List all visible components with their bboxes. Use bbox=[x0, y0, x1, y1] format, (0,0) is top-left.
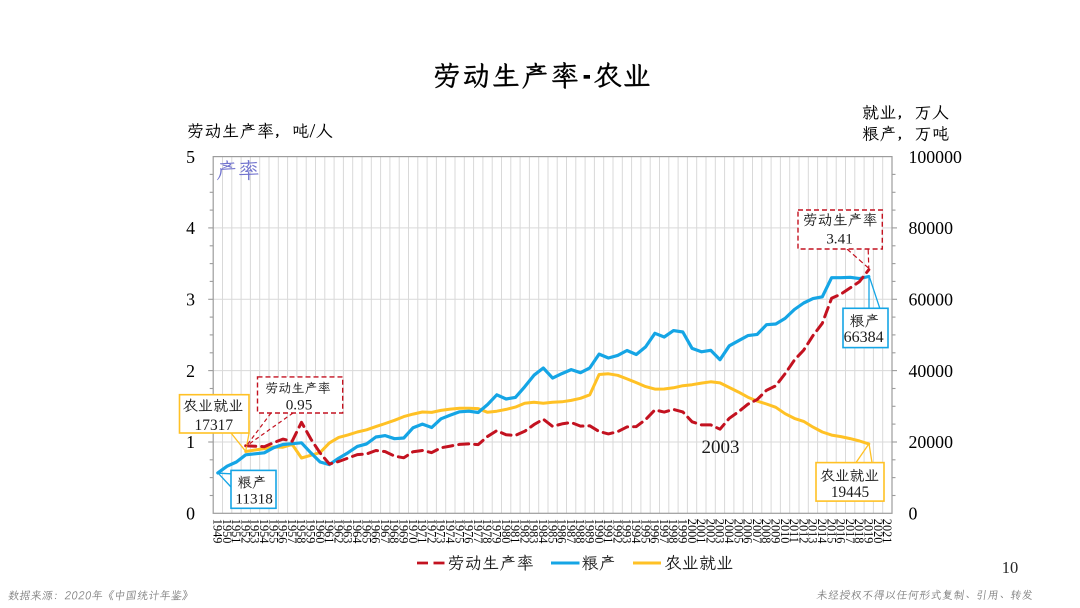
svg-text:2003: 2003 bbox=[713, 519, 727, 544]
svg-text:1950: 1950 bbox=[220, 519, 234, 544]
svg-text:2001: 2001 bbox=[694, 519, 708, 544]
svg-text:1964: 1964 bbox=[350, 519, 364, 544]
svg-text:0.95: 0.95 bbox=[286, 396, 313, 413]
svg-text:1969: 1969 bbox=[397, 519, 411, 544]
svg-text:2014: 2014 bbox=[815, 519, 829, 544]
svg-text:4: 4 bbox=[186, 218, 195, 238]
svg-text:1979: 1979 bbox=[490, 519, 504, 544]
svg-text:1985: 1985 bbox=[545, 519, 559, 544]
svg-text:1992: 1992 bbox=[610, 519, 624, 544]
svg-text:1986: 1986 bbox=[555, 519, 569, 544]
svg-text:2019: 2019 bbox=[862, 519, 876, 544]
svg-text:1970: 1970 bbox=[406, 519, 420, 544]
svg-text:19445: 19445 bbox=[831, 484, 870, 501]
svg-text:1993: 1993 bbox=[620, 519, 634, 544]
svg-text:1988: 1988 bbox=[573, 519, 587, 544]
svg-text:66384: 66384 bbox=[844, 329, 884, 346]
svg-text:1989: 1989 bbox=[583, 519, 597, 544]
svg-text:1962: 1962 bbox=[331, 519, 345, 544]
svg-text:1963: 1963 bbox=[341, 519, 355, 544]
svg-text:1966: 1966 bbox=[369, 519, 383, 544]
svg-text:1955: 1955 bbox=[266, 519, 280, 544]
svg-text:1976: 1976 bbox=[462, 519, 476, 544]
svg-text:0: 0 bbox=[186, 504, 195, 524]
svg-text:2002: 2002 bbox=[703, 519, 717, 544]
svg-text:100000: 100000 bbox=[909, 147, 962, 167]
svg-text:1971: 1971 bbox=[415, 519, 429, 544]
svg-text:1991: 1991 bbox=[601, 519, 615, 544]
svg-text:2003: 2003 bbox=[702, 437, 740, 458]
svg-text:1996: 1996 bbox=[648, 519, 662, 544]
svg-text:2013: 2013 bbox=[806, 519, 820, 544]
svg-text:10: 10 bbox=[1002, 558, 1019, 577]
svg-text:0: 0 bbox=[909, 504, 918, 524]
svg-text:1953: 1953 bbox=[248, 519, 262, 544]
svg-text:17317: 17317 bbox=[195, 417, 234, 434]
svg-text:1987: 1987 bbox=[564, 519, 578, 544]
svg-text:1959: 1959 bbox=[304, 519, 318, 544]
svg-text:1972: 1972 bbox=[424, 519, 438, 544]
svg-text:11318: 11318 bbox=[235, 491, 273, 508]
svg-text:1961: 1961 bbox=[322, 519, 336, 544]
svg-text:1977: 1977 bbox=[471, 519, 485, 544]
svg-text:1949: 1949 bbox=[211, 519, 225, 544]
svg-text:2009: 2009 bbox=[769, 519, 783, 544]
svg-text:1998: 1998 bbox=[666, 519, 680, 544]
svg-text:40000: 40000 bbox=[909, 361, 954, 381]
svg-text:1982: 1982 bbox=[517, 519, 531, 544]
svg-text:2021: 2021 bbox=[880, 519, 894, 544]
svg-text:2004: 2004 bbox=[722, 519, 736, 544]
svg-text:2011: 2011 bbox=[787, 519, 801, 543]
svg-text:1957: 1957 bbox=[285, 519, 299, 544]
svg-text:1967: 1967 bbox=[378, 519, 392, 544]
svg-text:1954: 1954 bbox=[257, 519, 271, 544]
svg-text:2008: 2008 bbox=[759, 519, 773, 544]
svg-text:2012: 2012 bbox=[796, 519, 810, 544]
svg-text:2018: 2018 bbox=[852, 519, 866, 544]
svg-text:20000: 20000 bbox=[909, 432, 954, 452]
svg-text:2006: 2006 bbox=[741, 519, 755, 544]
svg-text:2015: 2015 bbox=[824, 519, 838, 544]
svg-text:3.41: 3.41 bbox=[826, 230, 853, 247]
svg-text:5: 5 bbox=[186, 147, 195, 167]
svg-text:2005: 2005 bbox=[731, 519, 745, 544]
svg-text:1995: 1995 bbox=[638, 519, 652, 544]
svg-text:1978: 1978 bbox=[480, 519, 494, 544]
svg-text:2016: 2016 bbox=[834, 519, 848, 544]
svg-text:80000: 80000 bbox=[909, 218, 954, 238]
svg-text:1984: 1984 bbox=[536, 519, 550, 544]
svg-text:2020: 2020 bbox=[871, 519, 885, 544]
svg-text:1983: 1983 bbox=[527, 519, 541, 544]
svg-text:1997: 1997 bbox=[657, 519, 671, 544]
svg-text:1981: 1981 bbox=[508, 519, 522, 544]
svg-text:1968: 1968 bbox=[387, 519, 401, 544]
svg-text:1974: 1974 bbox=[443, 519, 457, 544]
svg-text:1965: 1965 bbox=[359, 519, 373, 544]
svg-text:1975: 1975 bbox=[452, 519, 466, 544]
svg-text:1960: 1960 bbox=[313, 519, 327, 544]
svg-text:3: 3 bbox=[186, 290, 195, 310]
svg-text:1956: 1956 bbox=[276, 519, 290, 544]
svg-text:2010: 2010 bbox=[778, 519, 792, 544]
svg-text:1994: 1994 bbox=[629, 519, 643, 544]
svg-text:2017: 2017 bbox=[843, 519, 857, 544]
svg-text:1973: 1973 bbox=[434, 519, 448, 544]
svg-text:60000: 60000 bbox=[909, 290, 954, 310]
svg-text:1980: 1980 bbox=[499, 519, 513, 544]
svg-text:2007: 2007 bbox=[750, 519, 764, 544]
svg-text:1990: 1990 bbox=[592, 519, 606, 544]
svg-text:1: 1 bbox=[186, 432, 195, 452]
svg-text:1958: 1958 bbox=[294, 519, 308, 544]
svg-text:1951: 1951 bbox=[229, 519, 243, 544]
svg-text:2: 2 bbox=[186, 361, 195, 381]
svg-text:2000: 2000 bbox=[685, 519, 699, 544]
svg-text:1952: 1952 bbox=[238, 519, 252, 544]
svg-text:1999: 1999 bbox=[676, 519, 690, 544]
